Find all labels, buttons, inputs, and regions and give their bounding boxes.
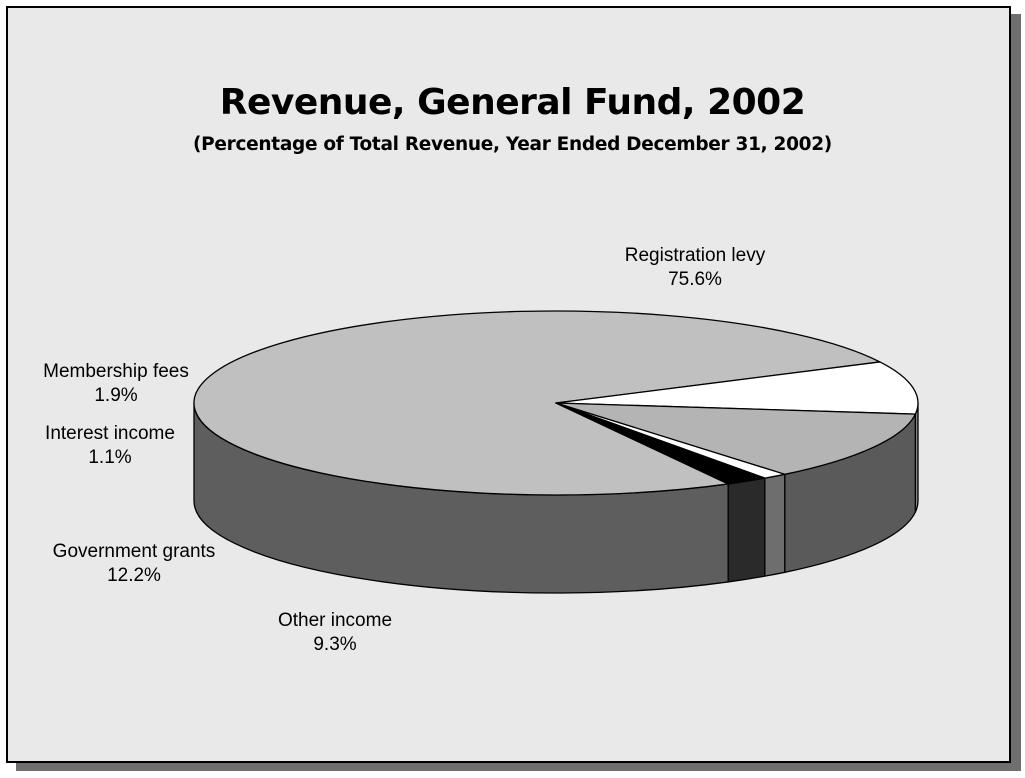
slice-label-other-income: Other income 9.3% [250, 609, 420, 657]
slice-label-other-income-name: Other income [277, 610, 393, 631]
slice-government-grants [555, 402, 916, 475]
slice-label-government-grants-name: Government grants [52, 541, 216, 562]
slice-label-registration-levy-name: Registration levy [624, 245, 766, 266]
slice-label-government-grants-value: 12.2% [107, 565, 161, 586]
slice-other-income [555, 361, 919, 415]
slice-label-interest-income-value: 1.1% [88, 447, 132, 468]
slice-registration-levy [193, 310, 881, 496]
slice-side-interest-income [764, 473, 786, 577]
chart-subtitle: (Percentage of Total Revenue, Year Ended… [193, 134, 832, 155]
slice-label-other-income-value: 9.3% [313, 634, 357, 655]
slice-label-membership-fees-value: 1.9% [94, 385, 138, 406]
chart-title: Revenue, General Fund, 2002 [219, 82, 806, 123]
slice-label-registration-levy: Registration levy 75.6% [600, 244, 790, 292]
slice-label-interest-income: Interest income 1.1% [30, 422, 190, 470]
slice-label-registration-levy-value: 75.6% [668, 269, 722, 290]
slice-side-membership-fees [727, 477, 766, 583]
slice-label-government-grants: Government grants 12.2% [34, 540, 234, 588]
slice-label-interest-income-name: Interest income [45, 423, 175, 444]
slice-label-membership-fees: Membership fees 1.9% [26, 360, 206, 408]
slice-label-membership-fees-name: Membership fees [43, 361, 189, 382]
slice-membership-fees [555, 402, 766, 485]
